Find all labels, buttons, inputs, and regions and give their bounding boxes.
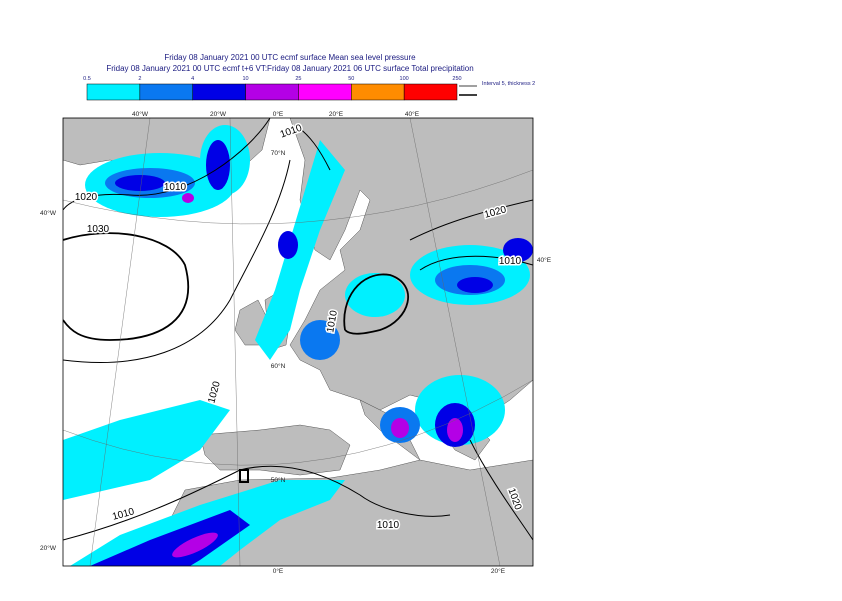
legend-text: Interval 5, thickness 2 (482, 81, 535, 87)
colorbar-label: 10 (243, 76, 249, 82)
colorbar-bin (403, 83, 458, 101)
colorbar: 0.5 2 4 10 25 50 100 250 (83, 76, 462, 101)
colorbar-bin (86, 83, 141, 101)
isobar-label: 1010 (499, 256, 522, 267)
map-frame (62, 117, 534, 567)
colorbar-bin (298, 83, 352, 101)
grid-label: 40°W (40, 209, 57, 217)
colorbar-bin (192, 83, 246, 101)
grid-label: 40°E (405, 110, 420, 118)
grid-label: 0°E (273, 567, 284, 575)
title-line-1: Friday 08 January 2021 00 UTC ecmf surfa… (164, 53, 416, 62)
map (63, 118, 533, 566)
grid-label: 20°W (40, 544, 57, 552)
isobar-label: 1010 (164, 182, 187, 193)
grid-label: 50°N (271, 476, 286, 484)
colorbar-bin (139, 83, 193, 101)
colorbar-label: 4 (191, 76, 194, 82)
colorbar-bin (351, 83, 405, 101)
grid-label: 60°N (271, 362, 286, 370)
isobar-label: 1010 (377, 520, 400, 531)
grid-label: 20°E (491, 567, 506, 575)
grid-label: 0°E (273, 110, 284, 118)
colorbar-label: 250 (452, 76, 461, 82)
isobar-label: 1020 (75, 192, 98, 203)
title-line-2: Friday 08 January 2021 00 UTC ecmf t+6 V… (106, 64, 473, 73)
grid-label: 70°N (271, 149, 286, 157)
colorbar-label: 50 (348, 76, 354, 82)
isobar-label: 1030 (87, 224, 110, 235)
colorbar-label: 0.5 (83, 76, 91, 82)
grid-label: 40°E (537, 256, 552, 264)
colorbar-label: 100 (400, 76, 409, 82)
colorbar-label: 25 (295, 76, 301, 82)
grid-label: 20°W (210, 110, 227, 118)
colorbar-label: 2 (138, 76, 141, 82)
grid-label: 20°E (329, 110, 344, 118)
grid-label: 40°W (132, 110, 149, 118)
colorbar-bin (245, 83, 299, 101)
